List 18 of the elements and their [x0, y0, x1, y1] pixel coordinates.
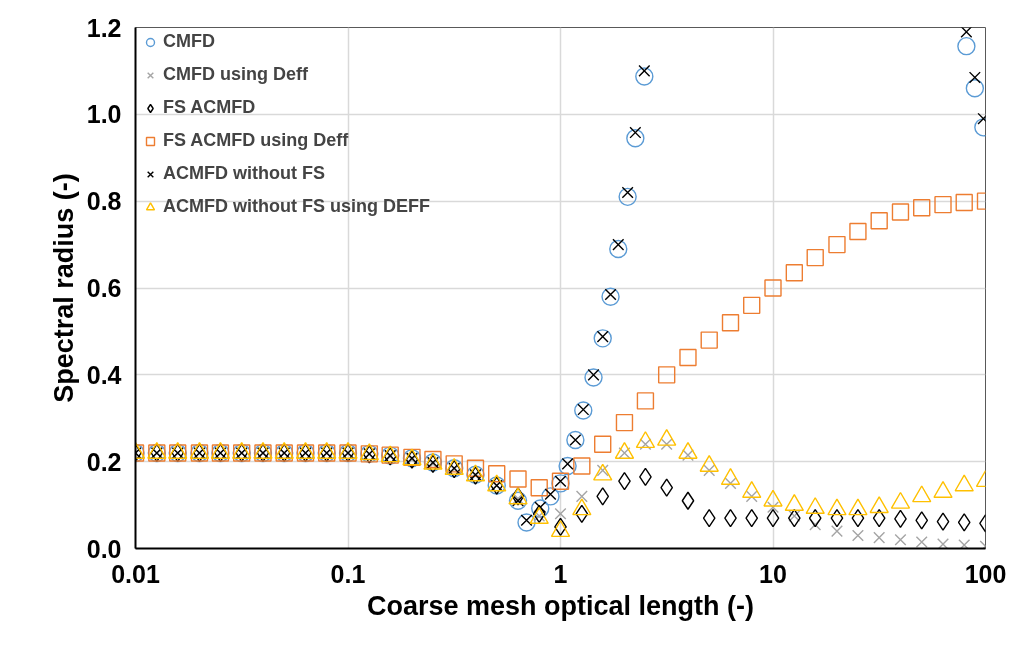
x-tick-label: 100	[964, 559, 1007, 588]
legend-label: ACMFD without FS	[163, 163, 325, 184]
legend-label: FS ACMFD using Deff	[163, 130, 349, 151]
y-tick-label: 0.8	[86, 187, 122, 216]
y-axis-title: Spectral radius (-)	[48, 173, 79, 403]
y-tick-label: 1.2	[86, 13, 122, 42]
x-tick-label: 10	[759, 559, 787, 588]
y-tick-label: 0.6	[86, 274, 122, 302]
x-axis-title: Coarse mesh optical length (-)	[366, 590, 755, 621]
x-tick-label: 1	[553, 559, 568, 588]
x-tick-label: 0.1	[330, 559, 366, 588]
legend-label: FS ACMFD	[163, 97, 256, 118]
y-tick-label: 1.0	[86, 100, 122, 129]
legend-label: CMFD	[163, 31, 215, 52]
y-tick-label: 0.2	[86, 447, 122, 476]
legend-label: CMFD using Deff	[163, 64, 308, 85]
legend-label: ACMFD without FS using DEFF	[163, 196, 430, 217]
y-tick-label: 0.4	[86, 360, 122, 389]
